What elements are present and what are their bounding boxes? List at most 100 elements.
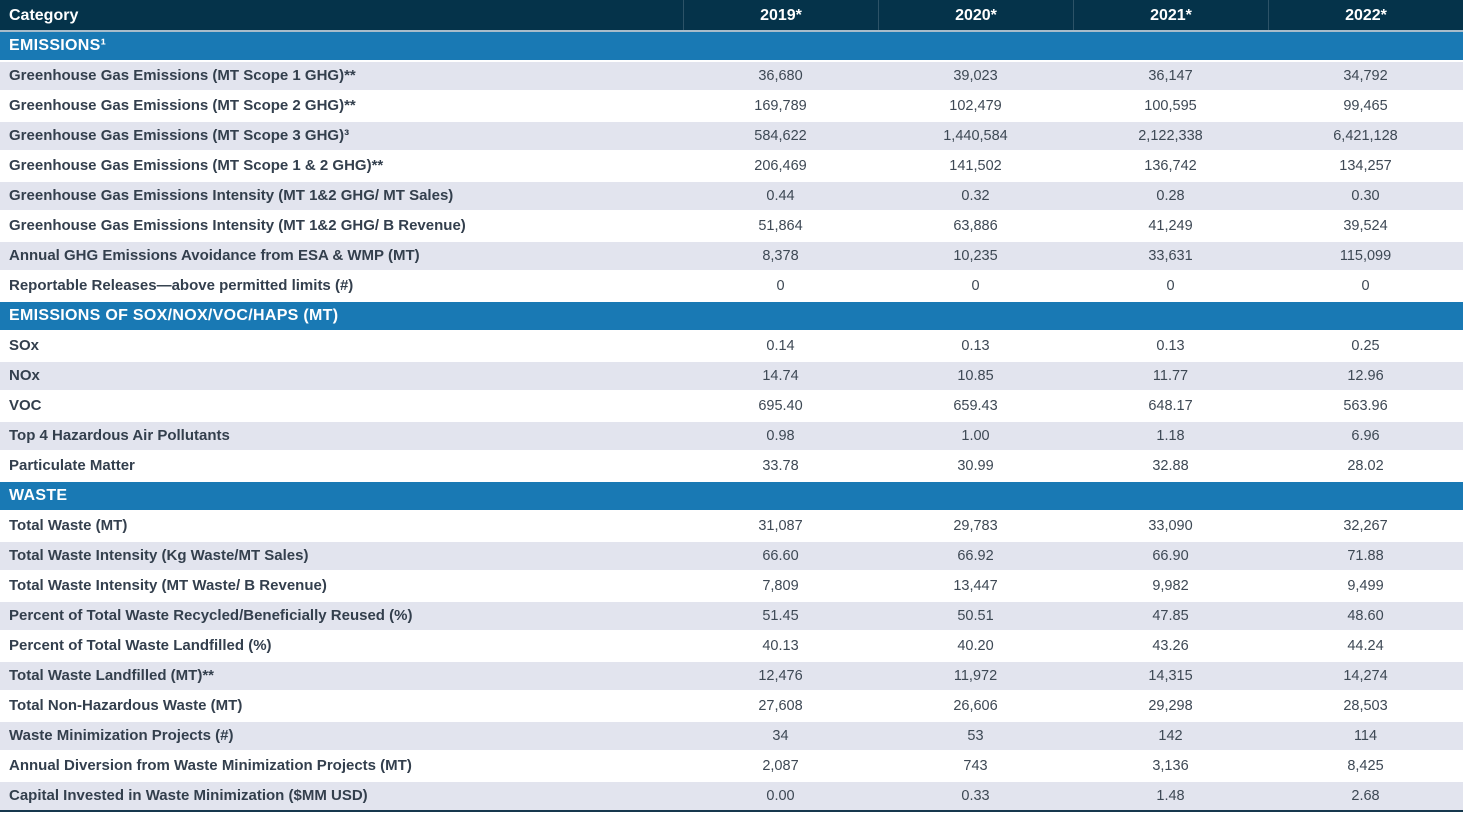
cell-value: 0 [1361, 278, 1370, 294]
table-row: Greenhouse Gas Emissions (MT Scope 1 & 2… [0, 152, 1463, 180]
cell-value: 169,789 [754, 98, 807, 114]
cell-value: 0.44 [766, 188, 795, 204]
row-label: Total Waste Landfilled (MT)** [9, 667, 214, 684]
table-row: Percent of Total Waste Recycled/Benefici… [0, 602, 1463, 630]
cell-value: 48.60 [1347, 608, 1384, 624]
cell-value: 51,864 [758, 218, 803, 234]
cell-value: 3,136 [1152, 758, 1189, 774]
row-label: Total Waste Intensity (Kg Waste/MT Sales… [9, 547, 309, 564]
cell-value: 136,742 [1144, 158, 1197, 174]
cell-value: 10.85 [957, 368, 994, 384]
cell-value: 1,440,584 [943, 128, 1008, 144]
cell-value: 115,099 [1339, 248, 1392, 264]
cell-value: 0 [776, 278, 785, 294]
row-label: Greenhouse Gas Emissions (MT Scope 1 GHG… [9, 67, 356, 84]
cell-value: 27,608 [758, 698, 803, 714]
cell-value: 142 [1158, 728, 1183, 744]
row-label: Top 4 Hazardous Air Pollutants [9, 427, 230, 444]
table-row: Percent of Total Waste Landfilled (%) 40.… [0, 632, 1463, 660]
cell-value: 34 [772, 728, 789, 744]
cell-value: 40.20 [957, 638, 994, 654]
row-label: Reportable Releases—above permitted limi… [9, 277, 354, 294]
cell-value: 40.13 [762, 638, 799, 654]
cell-value: 43.26 [1152, 638, 1189, 654]
table-row: Annual GHG Emissions Avoidance from ESA … [0, 242, 1463, 270]
cell-value: 66.92 [957, 548, 994, 564]
section-header: EMISSIONS OF SOX/NOX/VOC/HAPS (MT) [0, 302, 1463, 330]
column-header-2021: 2021* [1073, 0, 1268, 30]
cell-value: 14.74 [762, 368, 799, 384]
cell-value: 584,622 [754, 128, 807, 144]
cell-value: 648.17 [1148, 398, 1193, 414]
section-header: WASTE [0, 482, 1463, 510]
cell-value: 695.40 [758, 398, 803, 414]
cell-value: 14,315 [1148, 668, 1193, 684]
row-label: Waste Minimization Projects (#) [9, 727, 234, 744]
row-label: VOC [9, 397, 42, 414]
cell-value: 26,606 [953, 698, 998, 714]
section-title: EMISSIONS¹ [9, 37, 107, 54]
row-label: Greenhouse Gas Emissions (MT Scope 2 GHG… [9, 97, 356, 114]
cell-value: 51.45 [762, 608, 799, 624]
cell-value: 134,257 [1339, 158, 1392, 174]
row-label: Capital Invested in Waste Minimization (… [9, 787, 368, 804]
cell-value: 66.60 [762, 548, 799, 564]
column-header-2019: 2019* [683, 0, 878, 30]
cell-value: 2,122,338 [1138, 128, 1203, 144]
table-row: Annual Diversion from Waste Minimization… [0, 752, 1463, 780]
cell-value: 14,274 [1343, 668, 1388, 684]
cell-value: 33,090 [1148, 518, 1193, 534]
table-row: Greenhouse Gas Emissions (MT Scope 1 GHG… [0, 62, 1463, 90]
cell-value: 563.96 [1343, 398, 1388, 414]
cell-value: 10,235 [953, 248, 998, 264]
cell-value: 99,465 [1343, 98, 1388, 114]
cell-value: 8,378 [762, 248, 799, 264]
row-label: Total Waste Intensity (MT Waste/ B Reven… [9, 577, 327, 594]
cell-value: 6.96 [1351, 428, 1380, 444]
cell-value: 0.33 [961, 788, 990, 804]
cell-value: 141,502 [949, 158, 1002, 174]
cell-value: 7,809 [762, 578, 799, 594]
cell-value: 0.25 [1351, 338, 1380, 354]
cell-value: 44.24 [1347, 638, 1384, 654]
table-row: Reportable Releases—above permitted limi… [0, 272, 1463, 300]
table-row: Greenhouse Gas Emissions Intensity (MT 1… [0, 212, 1463, 240]
row-label: SOx [9, 337, 40, 354]
row-label: Total Non-Hazardous Waste (MT) [9, 697, 243, 714]
cell-value: 66.90 [1152, 548, 1189, 564]
cell-value: 2.68 [1351, 788, 1380, 804]
cell-value: 6,421,128 [1333, 128, 1398, 144]
cell-value: 102,479 [949, 98, 1002, 114]
table-row: Greenhouse Gas Emissions (MT Scope 2 GHG… [0, 92, 1463, 120]
cell-value: 9,499 [1347, 578, 1384, 594]
cell-value: 39,524 [1343, 218, 1388, 234]
column-header-2022: 2022* [1268, 0, 1463, 30]
row-label: Annual GHG Emissions Avoidance from ESA … [9, 247, 420, 264]
cell-value: 1.18 [1156, 428, 1185, 444]
cell-value: 0.32 [961, 188, 990, 204]
table-row: Total Waste Intensity (Kg Waste/MT Sales… [0, 542, 1463, 570]
cell-value: 29,783 [953, 518, 998, 534]
cell-value: 71.88 [1347, 548, 1384, 564]
cell-value: 33.78 [762, 458, 799, 474]
cell-value: 29,298 [1148, 698, 1193, 714]
cell-value: 53 [967, 728, 984, 744]
cell-value: 34,792 [1343, 68, 1388, 84]
section-title: WASTE [9, 487, 68, 504]
cell-value: 0.30 [1351, 188, 1380, 204]
cell-value: 36,147 [1148, 68, 1193, 84]
cell-value: 13,447 [953, 578, 998, 594]
cell-value: 31,087 [758, 518, 803, 534]
row-label: Greenhouse Gas Emissions Intensity (MT 1… [9, 187, 454, 204]
cell-value: 100,595 [1144, 98, 1197, 114]
section-header: EMISSIONS¹ [0, 32, 1463, 60]
cell-value: 659.43 [953, 398, 998, 414]
cell-value: 114 [1353, 728, 1378, 744]
cell-value: 206,469 [754, 158, 807, 174]
table-row: Total Waste Intensity (MT Waste/ B Reven… [0, 572, 1463, 600]
cell-value: 2,087 [762, 758, 799, 774]
table-row: NOx 14.74 10.85 11.77 12.96 [0, 362, 1463, 390]
cell-value: 28,503 [1343, 698, 1388, 714]
column-header-category: Category [9, 7, 79, 24]
cell-value: 33,631 [1148, 248, 1193, 264]
